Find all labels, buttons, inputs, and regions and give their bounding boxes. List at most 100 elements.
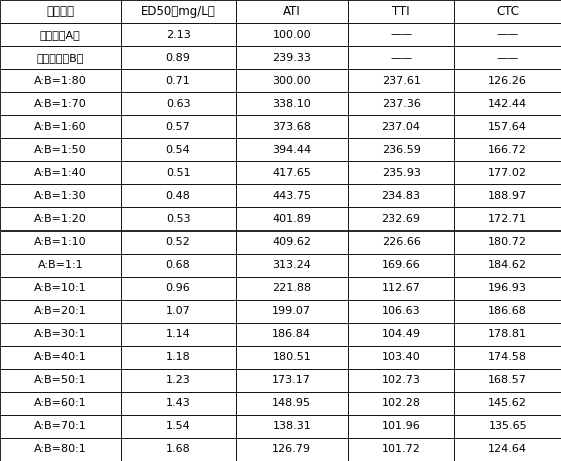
Text: 104.49: 104.49 — [381, 329, 421, 339]
Text: A:B=1:60: A:B=1:60 — [34, 122, 86, 132]
Bar — [454, 392, 561, 415]
Bar — [121, 161, 236, 184]
Text: 199.07: 199.07 — [272, 306, 311, 316]
Text: A:B=1:50: A:B=1:50 — [34, 145, 86, 155]
Text: 药剂处理: 药剂处理 — [47, 5, 74, 18]
Text: A:B=20:1: A:B=20:1 — [34, 306, 87, 316]
Text: 142.44: 142.44 — [488, 99, 527, 109]
Text: 1.23: 1.23 — [165, 375, 191, 385]
Bar — [236, 277, 348, 300]
Bar — [454, 346, 561, 369]
Text: 157.64: 157.64 — [488, 122, 527, 132]
Text: A:B=30:1: A:B=30:1 — [34, 329, 86, 339]
Bar — [348, 346, 454, 369]
Bar — [121, 69, 236, 92]
Bar — [454, 46, 561, 69]
Bar — [0, 323, 121, 346]
Text: 373.68: 373.68 — [272, 122, 311, 132]
Text: 126.26: 126.26 — [488, 76, 527, 86]
Text: 234.83: 234.83 — [381, 191, 421, 201]
Text: 0.89: 0.89 — [165, 53, 191, 63]
Text: 173.17: 173.17 — [272, 375, 311, 385]
Bar — [236, 0, 348, 23]
Text: 180.72: 180.72 — [488, 237, 527, 247]
Bar — [121, 230, 236, 254]
Text: A:B=1:1: A:B=1:1 — [38, 260, 83, 270]
Text: 1.68: 1.68 — [165, 444, 191, 455]
Bar — [348, 230, 454, 254]
Text: A:B=80:1: A:B=80:1 — [34, 444, 87, 455]
Text: A:B=1:70: A:B=1:70 — [34, 99, 87, 109]
Text: 0.52: 0.52 — [165, 237, 191, 247]
Bar — [236, 138, 348, 161]
Text: 166.72: 166.72 — [488, 145, 527, 155]
Bar — [0, 23, 121, 46]
Text: 401.89: 401.89 — [272, 214, 311, 224]
Bar — [0, 369, 121, 392]
Bar — [0, 415, 121, 438]
Bar — [121, 392, 236, 415]
Bar — [348, 23, 454, 46]
Text: 180.51: 180.51 — [272, 352, 311, 362]
Text: 232.69: 232.69 — [381, 214, 421, 224]
Text: ——: —— — [390, 53, 412, 63]
Bar — [121, 0, 236, 23]
Text: 126.79: 126.79 — [272, 444, 311, 455]
Text: 0.96: 0.96 — [165, 283, 191, 293]
Bar — [454, 207, 561, 230]
Bar — [236, 184, 348, 207]
Text: ——: —— — [390, 30, 412, 40]
Bar — [236, 92, 348, 115]
Text: 0.71: 0.71 — [165, 76, 191, 86]
Text: A:B=70:1: A:B=70:1 — [34, 421, 87, 431]
Text: 186.68: 186.68 — [488, 306, 527, 316]
Bar — [236, 438, 348, 461]
Bar — [348, 115, 454, 138]
Text: 145.62: 145.62 — [488, 398, 527, 408]
Text: 135.65: 135.65 — [489, 421, 527, 431]
Text: 188.97: 188.97 — [488, 191, 527, 201]
Bar — [348, 207, 454, 230]
Bar — [454, 23, 561, 46]
Bar — [454, 323, 561, 346]
Text: A:B=1:80: A:B=1:80 — [34, 76, 87, 86]
Text: 1.54: 1.54 — [165, 421, 191, 431]
Text: A:B=50:1: A:B=50:1 — [34, 375, 86, 385]
Bar — [236, 323, 348, 346]
Text: 313.24: 313.24 — [272, 260, 311, 270]
Bar — [0, 92, 121, 115]
Bar — [236, 392, 348, 415]
Text: 236.59: 236.59 — [381, 145, 421, 155]
Bar — [348, 0, 454, 23]
Text: ——: —— — [496, 53, 519, 63]
Text: 338.10: 338.10 — [272, 99, 311, 109]
Bar — [236, 369, 348, 392]
Text: A:B=60:1: A:B=60:1 — [34, 398, 86, 408]
Bar — [348, 92, 454, 115]
Bar — [121, 184, 236, 207]
Text: A:B=10:1: A:B=10:1 — [34, 283, 86, 293]
Bar — [348, 415, 454, 438]
Text: 443.75: 443.75 — [272, 191, 311, 201]
Bar — [236, 207, 348, 230]
Bar — [121, 346, 236, 369]
Text: 168.57: 168.57 — [488, 375, 527, 385]
Text: 103.40: 103.40 — [381, 352, 421, 362]
Bar — [348, 392, 454, 415]
Text: 178.81: 178.81 — [488, 329, 527, 339]
Text: A:B=1:10: A:B=1:10 — [34, 237, 86, 247]
Text: A:B=40:1: A:B=40:1 — [34, 352, 87, 362]
Text: 409.62: 409.62 — [272, 237, 311, 247]
Text: 138.31: 138.31 — [272, 421, 311, 431]
Bar — [0, 230, 121, 254]
Text: 102.28: 102.28 — [381, 398, 421, 408]
Bar — [236, 230, 348, 254]
Text: 112.67: 112.67 — [381, 283, 421, 293]
Text: 硝苯菌酯（B）: 硝苯菌酯（B） — [36, 53, 84, 63]
Text: 237.04: 237.04 — [381, 122, 421, 132]
Bar — [454, 184, 561, 207]
Bar — [348, 46, 454, 69]
Bar — [0, 277, 121, 300]
Bar — [236, 415, 348, 438]
Bar — [454, 230, 561, 254]
